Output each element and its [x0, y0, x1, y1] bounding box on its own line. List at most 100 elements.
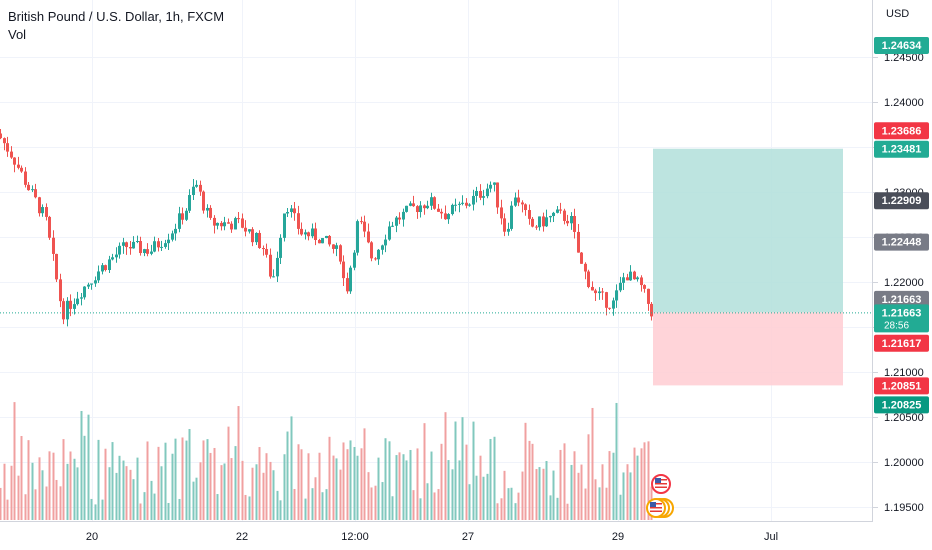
candle-body: [598, 291, 601, 294]
candle-body: [580, 252, 583, 264]
volume-bar: [307, 453, 310, 520]
volume-bar: [24, 494, 27, 520]
candle-body: [202, 191, 205, 211]
volume-bar: [66, 463, 69, 520]
candle-body: [314, 228, 317, 240]
volume-bar: [430, 451, 433, 520]
candle-body: [423, 205, 426, 209]
volume-bar: [619, 494, 622, 520]
price-label-text: 1.20851: [882, 380, 922, 392]
volume-bar: [17, 475, 20, 520]
volume-bar: [528, 440, 531, 520]
volume-bar: [283, 454, 286, 520]
candle-body: [150, 251, 153, 254]
volume-bar: [132, 479, 135, 520]
candle-body: [489, 184, 492, 189]
candle-body: [38, 197, 41, 214]
candle-body: [545, 217, 548, 227]
volume-bar: [398, 452, 401, 520]
us-flag-event-icon-2[interactable]: [646, 498, 674, 518]
volume-bar: [503, 470, 506, 520]
candle-body: [353, 252, 356, 268]
candle-body: [164, 243, 167, 247]
volume-bar: [213, 447, 216, 520]
candle-body: [153, 241, 156, 252]
candle-body: [384, 239, 387, 246]
volume-bar: [276, 490, 279, 520]
candle-body: [454, 204, 457, 206]
candle-body: [475, 190, 478, 196]
candle-body: [633, 271, 636, 280]
candle-body: [0, 133, 2, 139]
candle-body: [262, 248, 265, 250]
volume-bar: [542, 468, 545, 520]
candle-body: [538, 216, 541, 228]
candle-body: [622, 277, 625, 283]
stop-loss-zone[interactable]: [653, 312, 843, 386]
candle-body: [139, 241, 142, 254]
volume-bar: [451, 469, 454, 520]
candle-body: [104, 265, 107, 271]
candle-body: [83, 286, 86, 298]
volume-bar: [356, 455, 359, 520]
candle-body: [363, 221, 366, 232]
time-tick-label: 22: [236, 531, 248, 543]
candle-body: [426, 205, 429, 209]
price-axis[interactable]: 1.245001.240001.235001.230001.225001.220…: [873, 52, 924, 514]
price-label: [874, 396, 929, 414]
candle-body: [59, 279, 62, 302]
volume-bar: [13, 402, 16, 520]
volume-bar: [493, 436, 496, 520]
candle-body: [223, 222, 226, 227]
volume-bar: [339, 469, 342, 520]
candle-body: [62, 301, 65, 320]
price-label: [874, 233, 929, 251]
candle-body: [115, 254, 118, 258]
profit-zone[interactable]: [653, 148, 843, 313]
candle-body: [367, 231, 370, 243]
candle-body: [643, 285, 646, 289]
us-flag-event-icon[interactable]: [651, 474, 671, 494]
time-axis[interactable]: 20 22 12:00 27 29 Jul: [86, 531, 778, 543]
volume-bar: [125, 466, 128, 520]
volume-bar: [584, 488, 587, 520]
volume-bar: [472, 421, 475, 520]
volume-bar: [346, 449, 349, 520]
price-tick-label: 1.20500: [884, 412, 924, 424]
currency-label[interactable]: USD: [886, 8, 910, 20]
candle-body: [34, 189, 37, 198]
price-tick-label: 1.20000: [884, 457, 924, 469]
candle-body: [405, 205, 408, 212]
candle-body: [118, 245, 121, 255]
candle-body: [395, 217, 398, 226]
candle-body: [13, 157, 16, 165]
volume-bar: [304, 498, 307, 520]
candle-body: [521, 202, 524, 205]
volume-bar: [587, 434, 590, 520]
candle-body: [192, 186, 195, 196]
price-tick-label: 1.21000: [884, 367, 924, 379]
candle-body: [31, 189, 34, 191]
candle-body: [619, 282, 622, 291]
volume-bar: [41, 470, 44, 520]
candle-body: [136, 241, 139, 243]
volume-bar: [87, 414, 90, 520]
volume-bar: [591, 407, 594, 520]
candle-body: [524, 204, 527, 211]
candle-body: [248, 229, 251, 232]
long-position-tool[interactable]: [653, 148, 843, 386]
chart-title[interactable]: British Pound / U.S. Dollar, 1h, FXCM: [8, 9, 225, 24]
candle-body: [608, 307, 611, 309]
volume-indicator-label[interactable]: Vol: [8, 27, 27, 42]
candle-body: [188, 195, 191, 211]
price-tick-label: 1.19500: [884, 502, 924, 514]
candle-body: [626, 277, 629, 281]
volume-bar: [409, 449, 412, 520]
candle-body: [122, 242, 125, 246]
volume-bar: [468, 484, 471, 520]
volume-bar: [62, 439, 65, 520]
price-label: [874, 140, 929, 158]
volume-bar: [486, 473, 489, 520]
volume-bar: [349, 440, 352, 520]
